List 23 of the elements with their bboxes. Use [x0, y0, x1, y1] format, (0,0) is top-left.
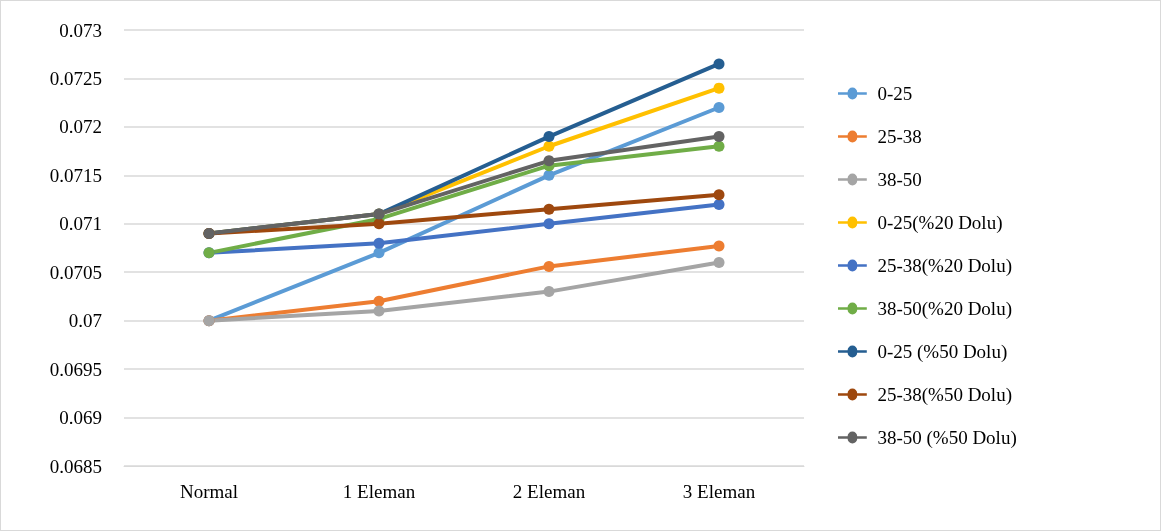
y-tick-label: 0.0695	[49, 358, 102, 380]
y-tick-label: 0.0685	[49, 455, 102, 477]
legend-label: 38-50(%20 Dolu)	[877, 298, 1012, 320]
legend-label: 0-25 (%50 Dolu)	[877, 341, 1008, 363]
legend-label: 0-25(%20 Dolu)	[877, 212, 1003, 234]
y-tick-label: 0.0715	[49, 164, 102, 186]
legend-label: 38-50	[877, 169, 922, 190]
y-tick-label: 0.0705	[49, 261, 102, 283]
y-tick-label: 0.07	[68, 310, 102, 332]
x-tick-label: 3 Eleman	[682, 481, 756, 502]
legend-label: 38-50 (%50 Dolu)	[877, 427, 1017, 449]
y-tick-label: 0.072	[59, 116, 102, 138]
x-tick-label: Normal	[179, 481, 239, 502]
legend-label: 25-38(%20 Dolu)	[877, 255, 1012, 277]
y-tick-label: 0.073	[59, 19, 102, 41]
legend-label: 0-25	[877, 83, 913, 104]
legend-label: 25-38(%50 Dolu)	[877, 384, 1012, 406]
x-tick-label: 1 Eleman	[342, 481, 416, 502]
x-tick-label: 2 Eleman	[512, 481, 586, 502]
legend-label: 25-38	[877, 126, 922, 147]
y-tick-label: 0.069	[59, 407, 102, 429]
y-tick-label: 0.071	[59, 213, 102, 235]
y-tick-label: 0.0725	[49, 67, 102, 89]
